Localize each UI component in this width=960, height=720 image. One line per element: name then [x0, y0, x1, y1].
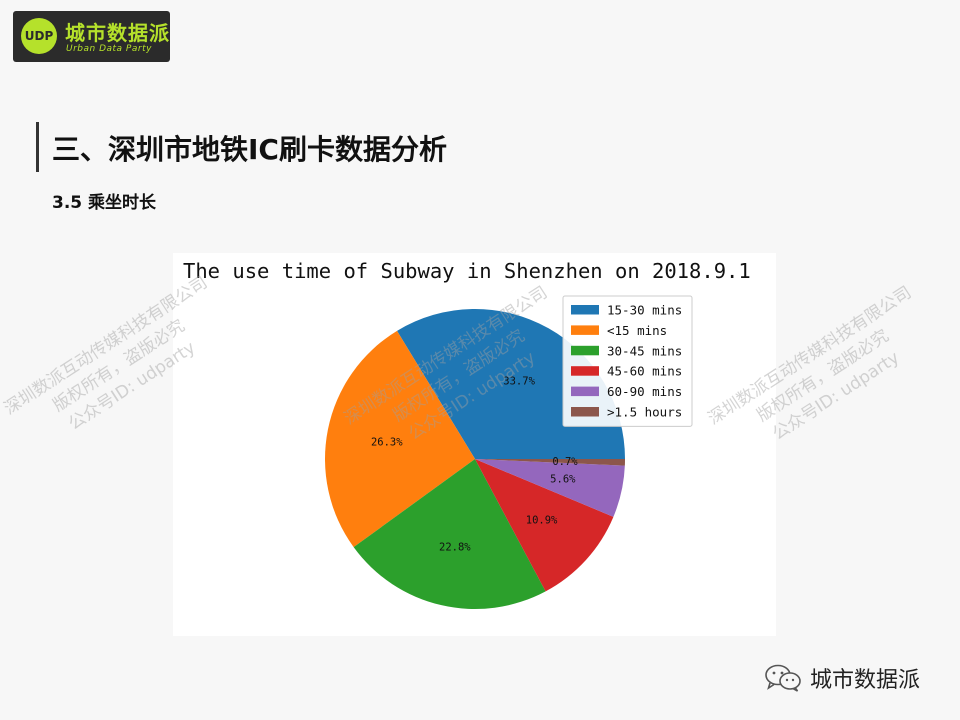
legend-swatch [571, 325, 599, 335]
wechat-icon [765, 664, 801, 692]
logo-mark-icon: UDP [21, 18, 57, 54]
pie-data-label: 22.8% [439, 542, 471, 554]
pie-slice [475, 459, 625, 517]
legend-label: >1.5 hours [607, 405, 682, 420]
legend-label: 30-45 mins [607, 343, 682, 358]
chart-title: The use time of Subway in Shenzhen on 20… [183, 259, 751, 283]
legend-swatch [571, 345, 599, 356]
legend-label: 60-90 mins [607, 384, 682, 399]
legend-swatch [571, 407, 599, 417]
section-title: 三、深圳市地铁IC刷卡数据分析 [52, 133, 447, 166]
pie-data-label: 26.3% [371, 436, 403, 448]
pie-slice [475, 459, 625, 466]
pie-data-label: 10.9% [526, 515, 558, 527]
logo-subtitle: Urban Data Party [66, 44, 152, 54]
pie-slice [325, 330, 475, 548]
pie-slice [475, 459, 614, 592]
legend-swatch [571, 366, 599, 376]
legend-swatch [571, 386, 599, 397]
legend-label: 15-30 mins [607, 303, 682, 318]
pie-data-label: 5.6% [550, 474, 576, 486]
legend-label: 45-60 mins [607, 364, 682, 379]
legend-label: <15 mins [607, 323, 667, 338]
brand-logo: UDP 城市数据派 Urban Data Party [13, 11, 170, 62]
sub-title: 3.5 乘坐时长 [52, 193, 157, 213]
title-accent-bar [36, 122, 39, 172]
footer-brand: 城市数据派 [764, 662, 920, 694]
logo-name: 城市数据派 [65, 21, 170, 45]
pie-data-label: 33.7% [503, 376, 535, 388]
footer-brand-name: 城市数据派 [810, 668, 921, 693]
legend-swatch [571, 305, 599, 315]
pie-data-label: 0.7% [552, 456, 578, 468]
pie-slice [353, 459, 546, 609]
pie-chart: 33.7% 26.3% 22.8% 10.9% 5.6% 0.7% 15-30 mins <… [325, 295, 693, 609]
pie-chart-panel: The use time of Subway in Shenzhen on 20… [173, 253, 776, 636]
